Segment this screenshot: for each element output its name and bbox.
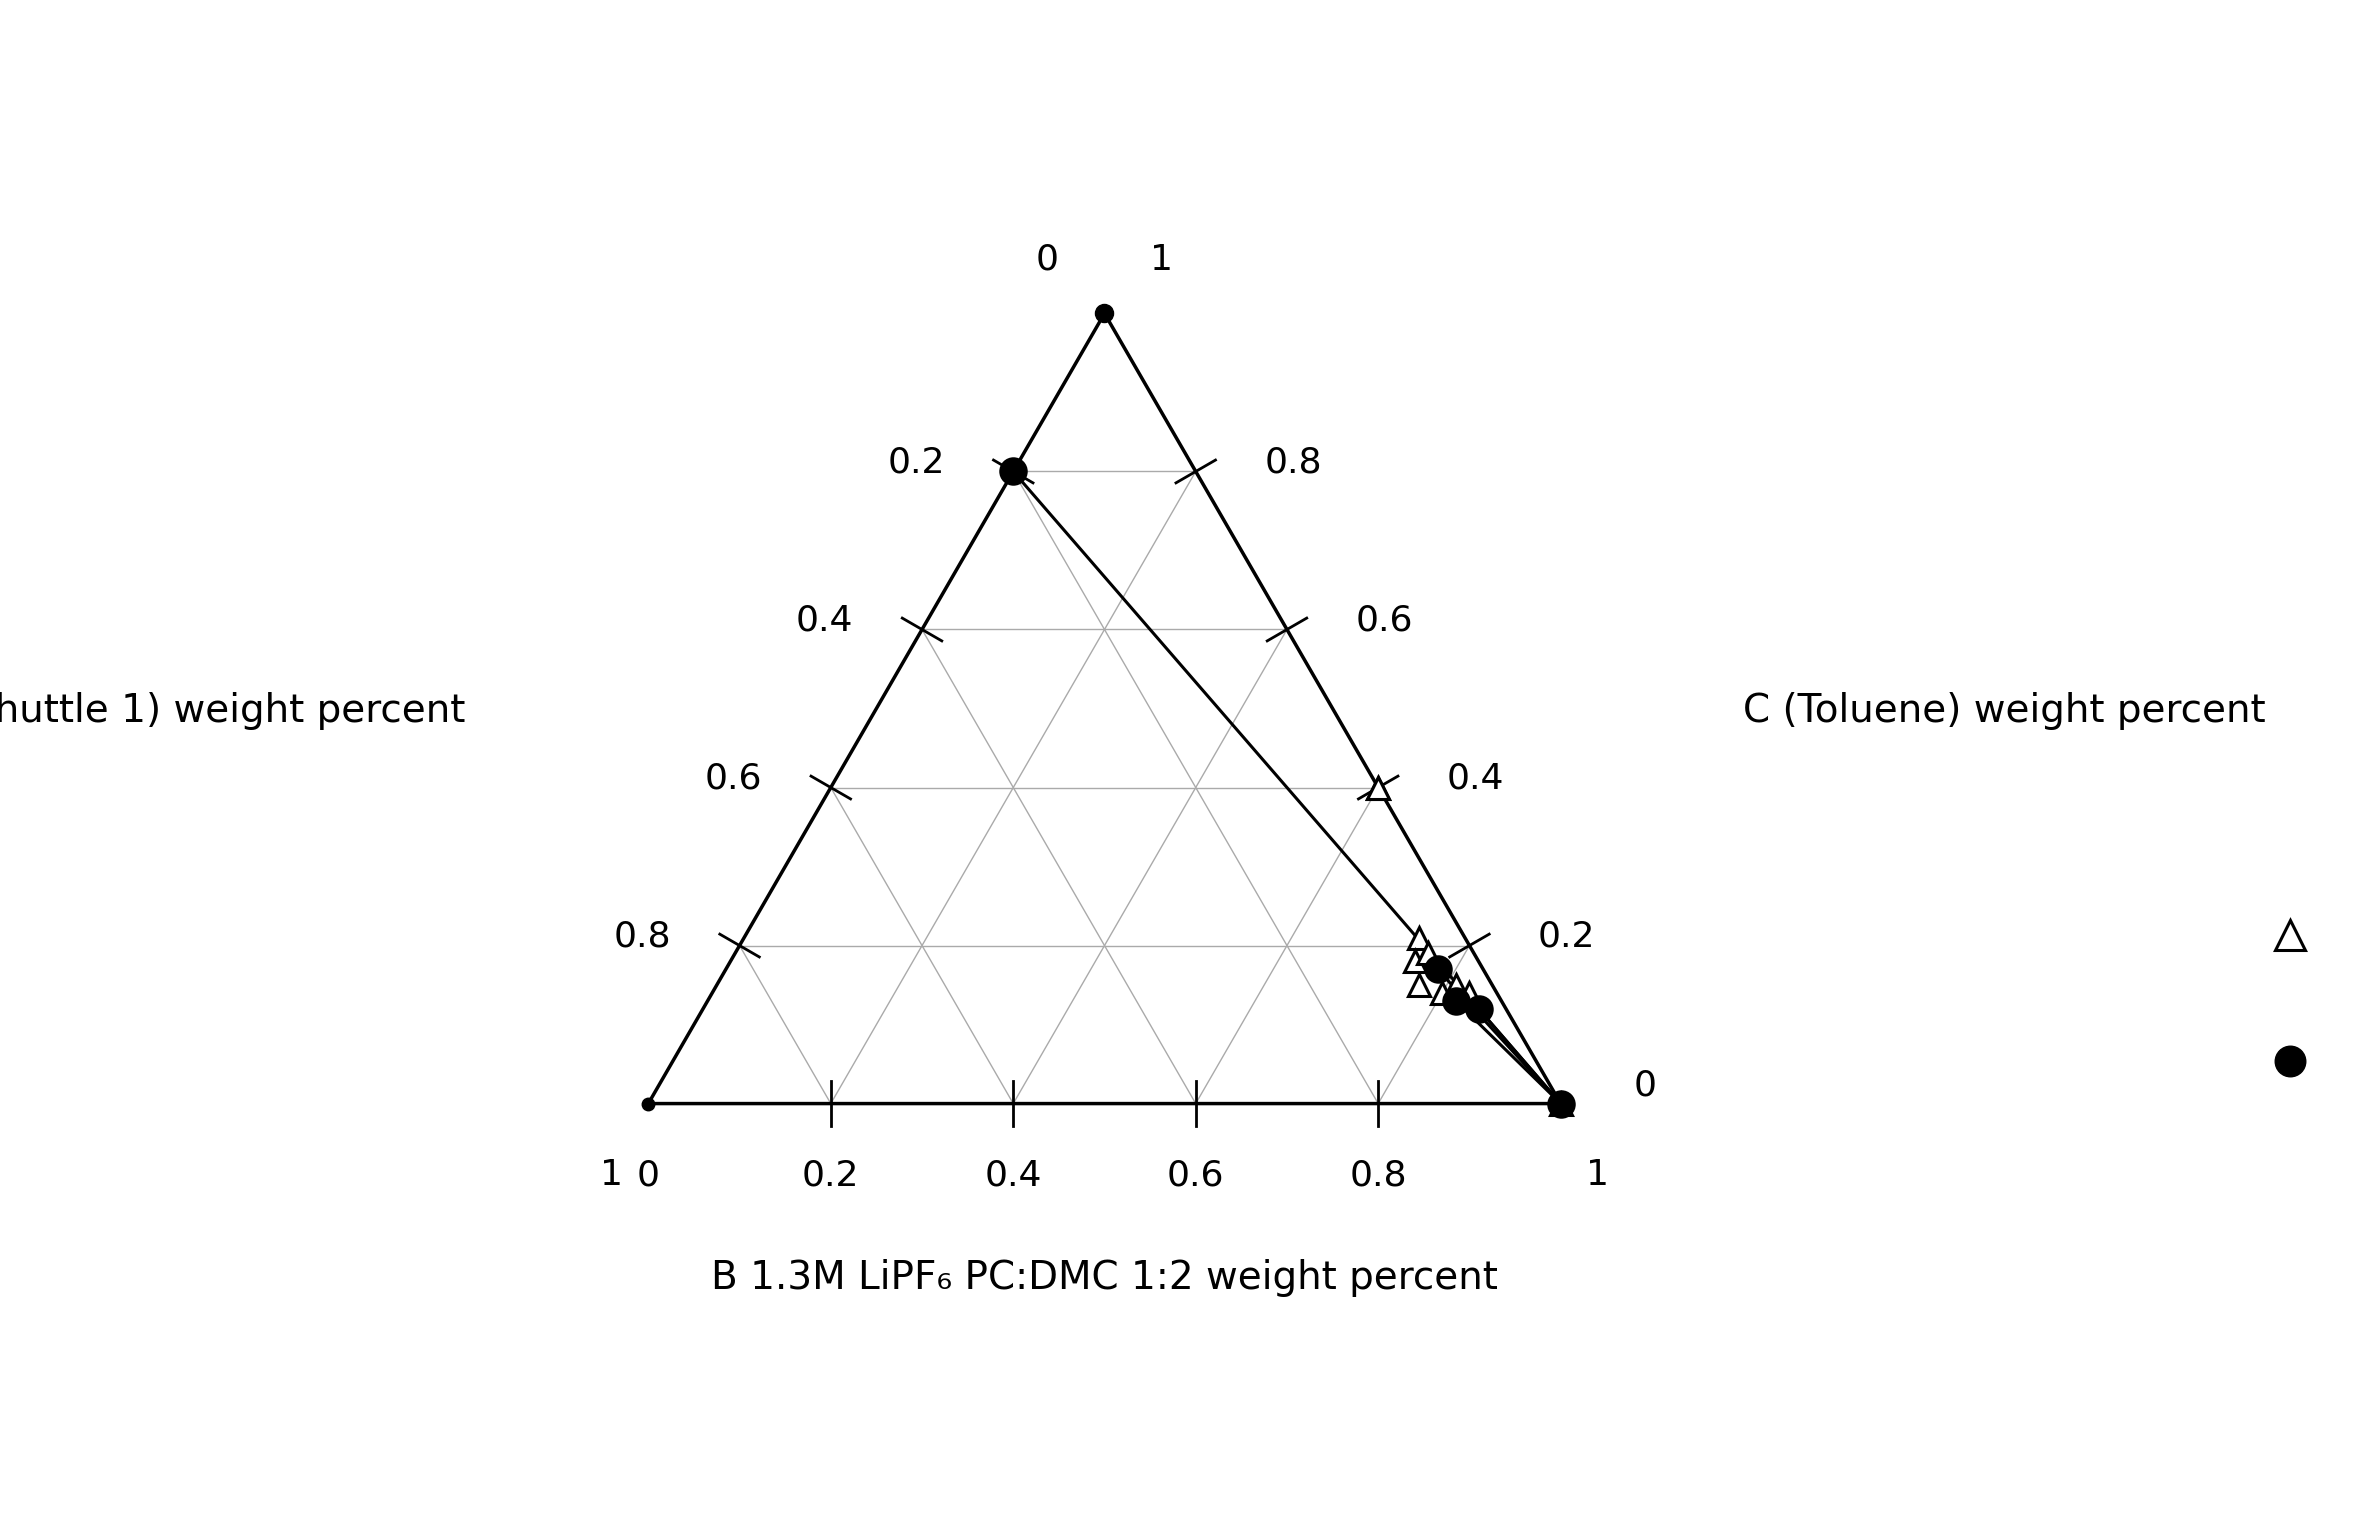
Text: 0.4: 0.4 <box>1446 761 1503 795</box>
Text: 0: 0 <box>1633 1068 1657 1103</box>
Text: A (Shuttle 1) weight percent: A (Shuttle 1) weight percent <box>0 692 466 731</box>
Text: 0.8: 0.8 <box>613 919 672 953</box>
Text: 0: 0 <box>637 1158 660 1192</box>
Text: B 1.3M LiPF₆ PC:DMC 1:2 weight percent: B 1.3M LiPF₆ PC:DMC 1:2 weight percent <box>710 1259 1498 1296</box>
Text: 1: 1 <box>1586 1158 1610 1192</box>
Text: 0.2: 0.2 <box>802 1158 859 1192</box>
Text: 0.6: 0.6 <box>705 761 762 795</box>
Text: 1: 1 <box>601 1158 623 1192</box>
Text: 0.6: 0.6 <box>1356 604 1413 637</box>
Legend: 2 P, 1 P: 2 P, 1 P <box>2232 901 2367 1102</box>
Text: 0.4: 0.4 <box>795 604 854 637</box>
Text: 0.4: 0.4 <box>985 1158 1041 1192</box>
Text: 0.8: 0.8 <box>1349 1158 1406 1192</box>
Text: 0.8: 0.8 <box>1264 446 1321 480</box>
Text: C (Toluene) weight percent: C (Toluene) weight percent <box>1742 692 2265 731</box>
Text: 0.6: 0.6 <box>1167 1158 1224 1192</box>
Text: 0: 0 <box>1037 244 1058 277</box>
Text: 0.2: 0.2 <box>1539 919 1595 953</box>
Text: 0.2: 0.2 <box>888 446 944 480</box>
Text: 1: 1 <box>1150 244 1174 277</box>
